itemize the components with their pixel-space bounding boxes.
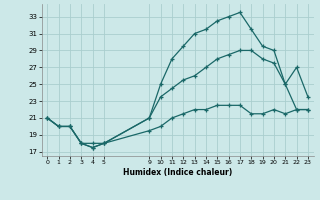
X-axis label: Humidex (Indice chaleur): Humidex (Indice chaleur) — [123, 168, 232, 177]
